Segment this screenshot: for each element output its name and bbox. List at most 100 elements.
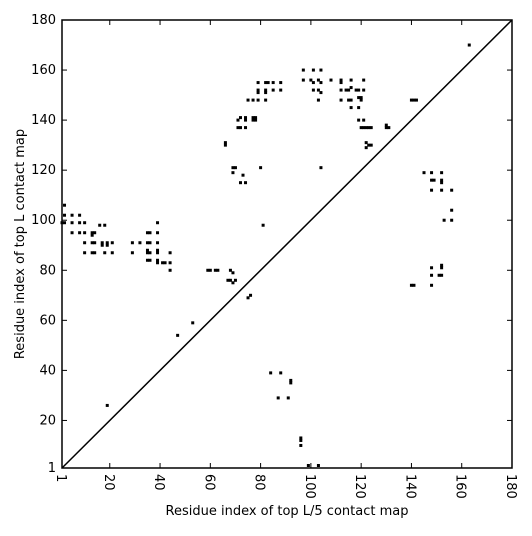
contact-point	[105, 403, 109, 407]
contact-point	[254, 116, 258, 120]
contact-point	[412, 98, 416, 102]
contact-point	[244, 181, 248, 185]
contact-point	[63, 213, 67, 217]
contact-point	[145, 251, 149, 255]
contact-point	[450, 218, 454, 222]
contact-point	[316, 98, 320, 102]
contact-point	[236, 126, 240, 130]
contact-point	[110, 251, 114, 255]
contact-point	[176, 333, 180, 337]
contact-point	[299, 436, 303, 440]
contact-point	[168, 268, 172, 272]
contact-point	[148, 231, 152, 235]
contact-point	[93, 251, 97, 255]
contact-point	[238, 116, 242, 120]
contact-point	[369, 143, 373, 147]
y-tick-label: 100	[31, 213, 56, 228]
contact-point	[70, 231, 74, 235]
contact-point	[254, 118, 258, 122]
contact-point	[440, 263, 444, 267]
contact-point	[264, 88, 268, 92]
contact-point	[440, 266, 444, 270]
contact-point	[145, 241, 149, 245]
contact-point	[357, 118, 361, 122]
contact-point	[256, 88, 260, 92]
y-tick-label: 160	[31, 63, 56, 78]
contact-point	[349, 98, 353, 102]
y-tick-label: 20	[39, 413, 56, 428]
contact-point	[271, 88, 275, 92]
contact-point	[156, 261, 160, 265]
contact-point	[163, 261, 167, 265]
contact-point	[364, 126, 368, 130]
contact-point	[83, 231, 87, 235]
contact-point	[83, 241, 87, 245]
contact-point	[256, 98, 260, 102]
contact-point	[103, 223, 107, 227]
contact-point	[105, 243, 109, 247]
y-tick-label: 180	[31, 13, 56, 28]
x-axis-label: Residue index of top L/5 contact map	[166, 504, 409, 519]
contact-point	[223, 141, 227, 145]
contact-point	[83, 251, 87, 255]
contact-point	[90, 231, 94, 235]
contact-point	[289, 381, 293, 385]
x-tick-label: 140	[402, 474, 417, 499]
contact-point	[78, 231, 82, 235]
contact-point	[246, 98, 250, 102]
contact-point	[246, 296, 250, 300]
contact-point	[349, 106, 353, 110]
contact-point	[70, 213, 74, 217]
y-tick-label: 80	[39, 263, 56, 278]
contact-point	[130, 251, 134, 255]
contact-point	[279, 88, 283, 92]
contact-point	[306, 463, 310, 467]
contact-point	[450, 188, 454, 192]
y-tick-label: 1	[48, 461, 56, 476]
contact-point	[110, 241, 114, 245]
contact-point	[90, 233, 94, 237]
contact-point	[367, 126, 371, 130]
contact-point	[256, 91, 260, 95]
contact-point	[168, 251, 172, 255]
contact-point	[251, 98, 255, 102]
contact-point	[156, 221, 160, 225]
contact-point	[148, 241, 152, 245]
contact-point	[90, 241, 94, 245]
contact-point	[359, 96, 363, 100]
contact-point	[440, 171, 444, 175]
contact-point	[251, 118, 255, 122]
contact-point	[213, 268, 217, 272]
contact-point	[148, 258, 152, 262]
contact-point	[362, 78, 366, 82]
contact-point	[311, 81, 315, 85]
x-tick-label: 80	[252, 474, 267, 491]
contact-point	[349, 78, 353, 82]
contact-point	[339, 81, 343, 85]
y-tick-label: 60	[39, 313, 56, 328]
contact-point	[329, 78, 333, 82]
contact-point	[206, 268, 210, 272]
contact-point	[430, 283, 434, 287]
contact-point	[440, 188, 444, 192]
contact-point	[309, 78, 313, 82]
contact-point	[289, 378, 293, 382]
contact-point	[347, 98, 351, 102]
contact-point	[430, 171, 434, 175]
contact-point	[442, 218, 446, 222]
contact-point	[264, 81, 268, 85]
contact-point	[130, 241, 134, 245]
contact-point	[339, 88, 343, 92]
contact-point	[384, 123, 388, 127]
contact-point	[409, 283, 413, 287]
contact-point	[231, 166, 235, 170]
contact-point	[357, 88, 361, 92]
contact-point	[78, 221, 82, 225]
x-tick-label: 180	[503, 474, 518, 499]
contact-point	[432, 178, 436, 182]
contact-point	[231, 171, 235, 175]
contact-point	[145, 258, 149, 262]
y-tick-label: 40	[39, 363, 56, 378]
contact-point	[168, 261, 172, 265]
contact-point	[228, 278, 232, 282]
